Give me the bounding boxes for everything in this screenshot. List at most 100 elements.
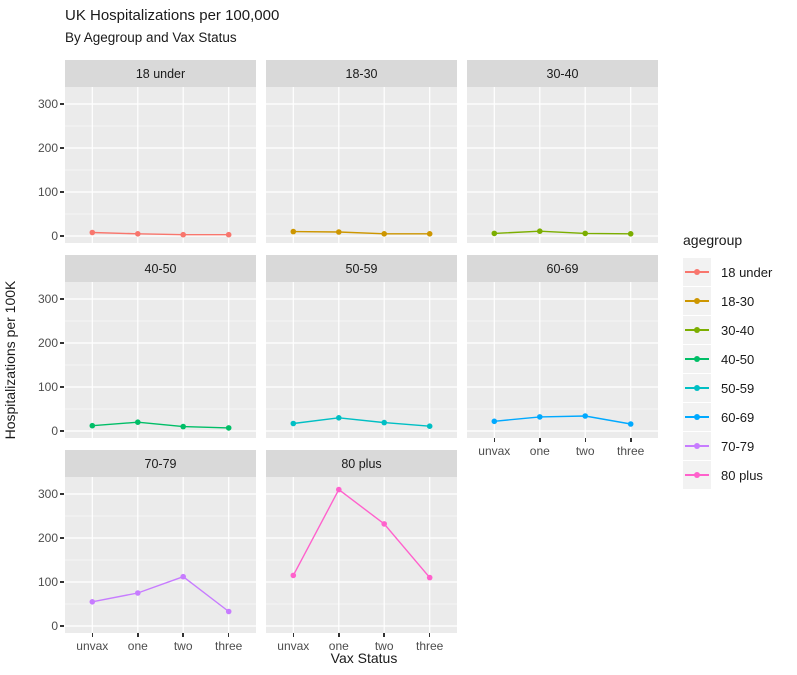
panel-background (266, 87, 457, 243)
panel-background (266, 282, 457, 438)
data-point-30-40-two (582, 230, 588, 237)
y-tick-mark (60, 147, 64, 149)
legend-label-80-plus: 80 plus (721, 467, 763, 483)
legend-item-18-30: 18-30 (683, 287, 772, 315)
panel-background (467, 282, 658, 438)
data-point-40-50-unvax (89, 422, 96, 429)
y-tick-mark (60, 430, 64, 432)
x-tick-mark (428, 633, 431, 637)
legend-key-icon-30-40 (683, 316, 711, 344)
legend-key-icon-18-under (683, 258, 711, 286)
y-tick-mark (60, 625, 64, 627)
data-point-40-50-one (135, 419, 141, 425)
y-tick-label-300: 300 (37, 292, 58, 306)
chart-subtitle: By Agegroup and Vax Status (65, 30, 237, 45)
data-point-18-30-unvax (290, 228, 297, 235)
y-tick-mark (60, 191, 64, 193)
facet-strip-70-79: 70-79 (65, 450, 256, 477)
y-tick-mark (60, 581, 64, 583)
data-point-80-plus-one (336, 486, 342, 493)
legend-item-80-plus: 80 plus (683, 461, 772, 489)
data-point-18-under-one (135, 231, 141, 237)
y-tick-mark (60, 493, 64, 495)
legend-title: agegroup (683, 232, 743, 248)
data-point-70-79-one (135, 590, 141, 596)
data-point-18-30-one (336, 229, 342, 235)
x-tick-label-three: three (416, 639, 444, 653)
data-point-40-50-three (225, 425, 232, 431)
x-axis-title: Vax Status (330, 650, 398, 666)
y-tick-label-0: 0 (51, 229, 58, 243)
series-line-30-40 (494, 230, 631, 235)
legend-key-icon-70-79 (683, 432, 711, 460)
data-point-30-40-three (627, 231, 634, 237)
x-tick-mark (630, 438, 632, 442)
legend-label-18-30: 18-30 (721, 293, 755, 309)
facet-panel-18-under (65, 87, 256, 243)
x-tick-label-three: three (215, 639, 243, 653)
legend-item-50-59: 50-59 (683, 374, 772, 402)
data-point-60-69-three (627, 421, 634, 427)
data-point-50-59-one (336, 415, 342, 421)
data-point-18-under-unvax (89, 229, 96, 236)
legend-label-18-under: 18 under (721, 264, 773, 280)
facet-panel-80-plus (266, 477, 457, 633)
data-point-60-69-one (537, 414, 543, 420)
x-tick-label-two: two (374, 639, 394, 653)
x-tick-mark (292, 633, 295, 637)
facet-panel-30-40 (467, 87, 658, 243)
legend-key-dot (694, 443, 700, 449)
facet-panel-50-59 (266, 282, 457, 438)
y-tick-label-100: 100 (37, 185, 58, 199)
legend-label-50-59: 50-59 (721, 380, 755, 396)
facet-strip-80-plus: 80 plus (266, 450, 457, 477)
data-point-60-69-unvax (491, 418, 498, 425)
data-point-30-40-one (537, 228, 543, 234)
series-line-60-69 (494, 415, 631, 425)
x-tick-mark (182, 633, 184, 637)
series-line-70-79 (92, 575, 230, 613)
facet-strip-18-30: 18-30 (266, 60, 457, 87)
legend-key-icon-40-50 (683, 345, 711, 373)
panel-background (65, 477, 256, 633)
x-tick-label-unvax: unvax (478, 444, 511, 458)
panel-background (266, 477, 457, 633)
legend-key-dot (694, 356, 700, 362)
facet-strip-30-40: 30-40 (467, 60, 658, 87)
data-point-80-plus-three (426, 574, 433, 581)
y-tick-mark (60, 537, 64, 539)
y-tick-label-100: 100 (37, 380, 58, 394)
series-line-50-59 (293, 417, 430, 427)
legend-item-40-50: 40-50 (683, 345, 772, 373)
y-tick-mark (60, 386, 64, 388)
legend-item-18-under: 18 under (683, 258, 772, 286)
legend-key-icon-18-30 (683, 287, 711, 315)
panel-background (65, 282, 256, 438)
y-tick-label-300: 300 (37, 487, 58, 501)
legend-item-30-40: 30-40 (683, 316, 772, 344)
data-point-30-40-unvax (491, 230, 498, 237)
legend-key-icon-80-plus (683, 461, 711, 489)
legend-key-dot (694, 327, 700, 333)
data-point-18-30-three (426, 231, 433, 237)
facet-strip-50-59: 50-59 (266, 255, 457, 282)
x-tick-label-one: one (529, 444, 550, 458)
y-tick-label-300: 300 (37, 97, 58, 111)
data-point-18-under-two (180, 231, 186, 238)
y-tick-mark (60, 298, 64, 300)
x-tick-label-three: three (617, 444, 645, 458)
legend: agegroup 18 under 18-30 30-40 40-50 50-59 60-… (683, 232, 772, 490)
legend-item-70-79: 70-79 (683, 432, 772, 460)
y-tick-mark (60, 342, 64, 344)
legend-key-dot (694, 385, 700, 391)
facet-panel-18-30 (266, 87, 457, 243)
x-tick-mark (91, 633, 93, 637)
data-point-70-79-three (225, 608, 232, 615)
facet-panel-40-50 (65, 282, 256, 438)
legend-key-dot (694, 298, 700, 304)
data-point-60-69-two (582, 413, 588, 419)
chart-title: UK Hospitalizations per 100,000 (65, 7, 280, 24)
facet-strip-18-under: 18 under (65, 60, 256, 87)
series-line-18-under (92, 231, 229, 236)
legend-item-60-69: 60-69 (683, 403, 772, 431)
